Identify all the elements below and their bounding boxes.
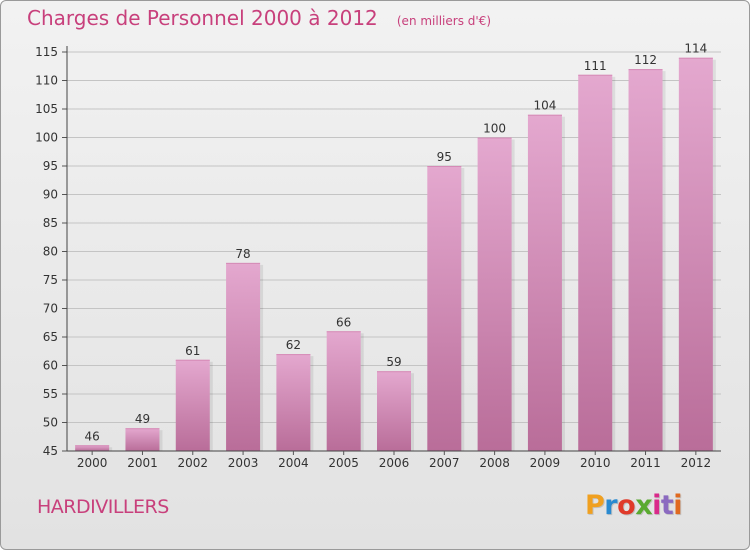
x-tick-label: 2009 <box>530 456 561 470</box>
x-tick-label: 2010 <box>580 456 611 470</box>
y-tick-label: 110 <box>35 74 58 88</box>
data-label: 95 <box>437 150 452 164</box>
bars <box>75 58 716 451</box>
x-tick-label: 2003 <box>228 456 259 470</box>
data-label: 46 <box>85 429 100 443</box>
x-tick-label: 2012 <box>681 456 712 470</box>
bar <box>427 166 461 451</box>
bar <box>226 263 260 451</box>
x-tick-label: 2006 <box>379 456 410 470</box>
logo-letter: t <box>661 490 673 521</box>
y-tick-label: 70 <box>43 302 58 316</box>
bar <box>528 115 562 451</box>
y-tick-label: 115 <box>35 45 58 59</box>
commune-name: HARDIVILLERS <box>37 496 169 518</box>
logo-letter: i <box>652 490 661 521</box>
data-label: 114 <box>684 42 707 56</box>
y-tick-label: 45 <box>43 444 58 458</box>
bar <box>377 371 411 451</box>
x-tick-label: 2002 <box>177 456 208 470</box>
y-tick-label: 90 <box>43 188 58 202</box>
y-tick-label: 75 <box>43 273 58 287</box>
y-tick-label: 105 <box>35 102 58 116</box>
data-label: 78 <box>235 247 250 261</box>
data-label: 49 <box>135 412 150 426</box>
proxiti-logo: Proxiti <box>585 490 682 521</box>
logo-letter: o <box>617 490 635 521</box>
x-tick-label: 2007 <box>429 456 460 470</box>
bar <box>578 75 612 451</box>
data-label: 66 <box>336 315 351 329</box>
bar <box>629 69 663 451</box>
data-label: 111 <box>584 59 607 73</box>
bar <box>327 331 361 451</box>
bar <box>478 138 512 452</box>
y-tick-label: 100 <box>35 131 58 145</box>
data-label: 100 <box>483 122 506 136</box>
logo-letter: P <box>585 490 604 521</box>
data-label: 59 <box>386 355 401 369</box>
y-tick-label: 60 <box>43 359 58 373</box>
bar <box>679 58 713 451</box>
data-label: 104 <box>533 99 556 113</box>
x-tick-label: 2008 <box>479 456 510 470</box>
data-label: 61 <box>185 344 200 358</box>
x-tick-label: 2004 <box>278 456 309 470</box>
bar <box>176 360 210 451</box>
x-tick-label: 2001 <box>127 456 158 470</box>
y-tick-label: 80 <box>43 245 58 259</box>
y-tick-label: 65 <box>43 330 58 344</box>
data-label: 112 <box>634 53 657 67</box>
x-tick-label: 2011 <box>630 456 661 470</box>
y-tick-label: 50 <box>43 416 58 430</box>
x-tick-label: 2005 <box>328 456 359 470</box>
y-tick-label: 85 <box>43 216 58 230</box>
logo-letter: i <box>673 490 682 521</box>
logo-letter: r <box>604 490 617 521</box>
bar <box>125 428 159 451</box>
logo-letter: x <box>635 490 652 521</box>
x-tick-label: 2000 <box>77 456 108 470</box>
y-tick-label: 95 <box>43 159 58 173</box>
y-tick-label: 55 <box>43 387 58 401</box>
bar <box>276 354 310 451</box>
data-label: 62 <box>286 338 301 352</box>
